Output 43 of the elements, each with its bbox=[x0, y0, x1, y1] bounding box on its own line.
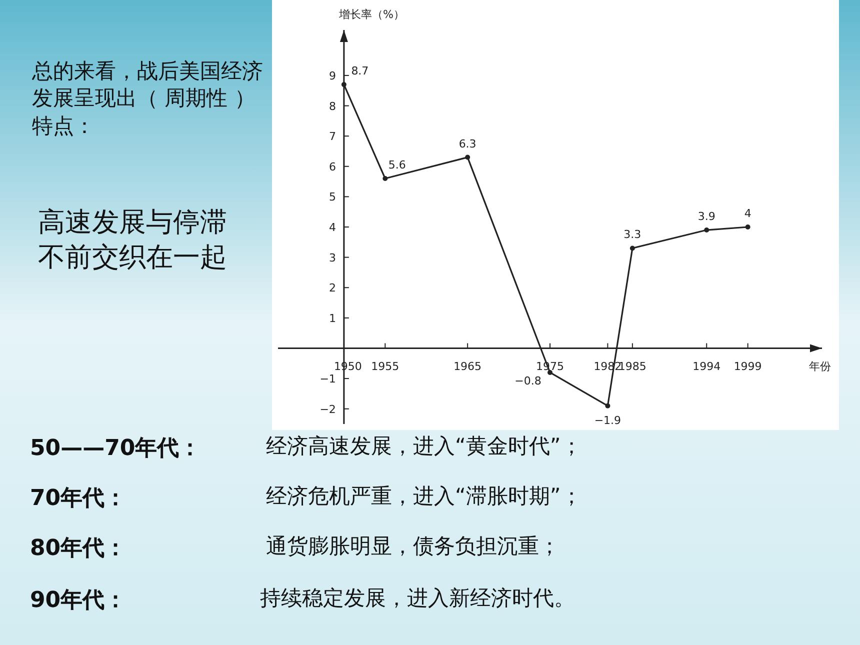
y-tick-label: 3 bbox=[328, 251, 336, 264]
x-tick-label: 1999 bbox=[734, 360, 762, 374]
data-label: −0.8 bbox=[514, 374, 542, 388]
point bbox=[630, 246, 635, 251]
y-axis-title: 增长率（%） bbox=[338, 8, 404, 21]
text: 70年代： bbox=[30, 486, 127, 511]
text: 高速发展与停滞不前交织在一起 bbox=[38, 206, 228, 276]
text: 90年代： bbox=[30, 588, 127, 613]
data-label: −1.9 bbox=[594, 414, 622, 427]
y-tick-label: 4 bbox=[328, 221, 336, 234]
data-label: 5.6 bbox=[388, 158, 406, 172]
point bbox=[341, 82, 346, 88]
text: 80年代： bbox=[30, 536, 127, 561]
y-tick-label: −1 bbox=[320, 372, 336, 386]
text: 通货膨胀明显，债务负担沉重； bbox=[266, 534, 560, 558]
text: 持续稳定发展，进入新经济时代。 bbox=[260, 586, 575, 610]
data-label: 6.3 bbox=[458, 137, 476, 150]
y-tick-label: 6 bbox=[328, 160, 336, 174]
y-tick-label: 8 bbox=[328, 100, 336, 113]
text: 50——70年代： bbox=[30, 436, 202, 461]
point bbox=[382, 176, 388, 182]
y-tick-label: 5 bbox=[328, 190, 336, 204]
x-axis-title: 年份 bbox=[809, 360, 831, 374]
y-tick-label: 2 bbox=[328, 282, 336, 295]
data-label: 8.7 bbox=[351, 64, 369, 78]
x-tick-label: 1985 bbox=[618, 360, 646, 374]
text: 经济危机严重，进入“滞胀时期”； bbox=[266, 484, 582, 508]
x-tick-label: 1955 bbox=[371, 360, 400, 374]
text: 经济高速发展，进入“黄金时代”； bbox=[266, 434, 582, 458]
point bbox=[465, 154, 470, 160]
y-tick-label: 1 bbox=[328, 312, 336, 325]
text: 总的来看，战后美国经济发展呈现出（ 周期性 ）特点： bbox=[32, 58, 264, 140]
point bbox=[704, 228, 710, 233]
x-tick-label: 1994 bbox=[692, 360, 721, 374]
y-tick-label: 7 bbox=[328, 130, 336, 144]
point bbox=[745, 224, 750, 230]
point bbox=[605, 403, 610, 408]
y-tick-label: 9 bbox=[328, 69, 336, 82]
data-label: 3.3 bbox=[624, 228, 642, 242]
data-label: 4 bbox=[744, 207, 752, 220]
x-tick-label: 1965 bbox=[454, 360, 482, 374]
data-label: 3.9 bbox=[698, 210, 716, 224]
y-tick-label: −2 bbox=[320, 402, 336, 416]
